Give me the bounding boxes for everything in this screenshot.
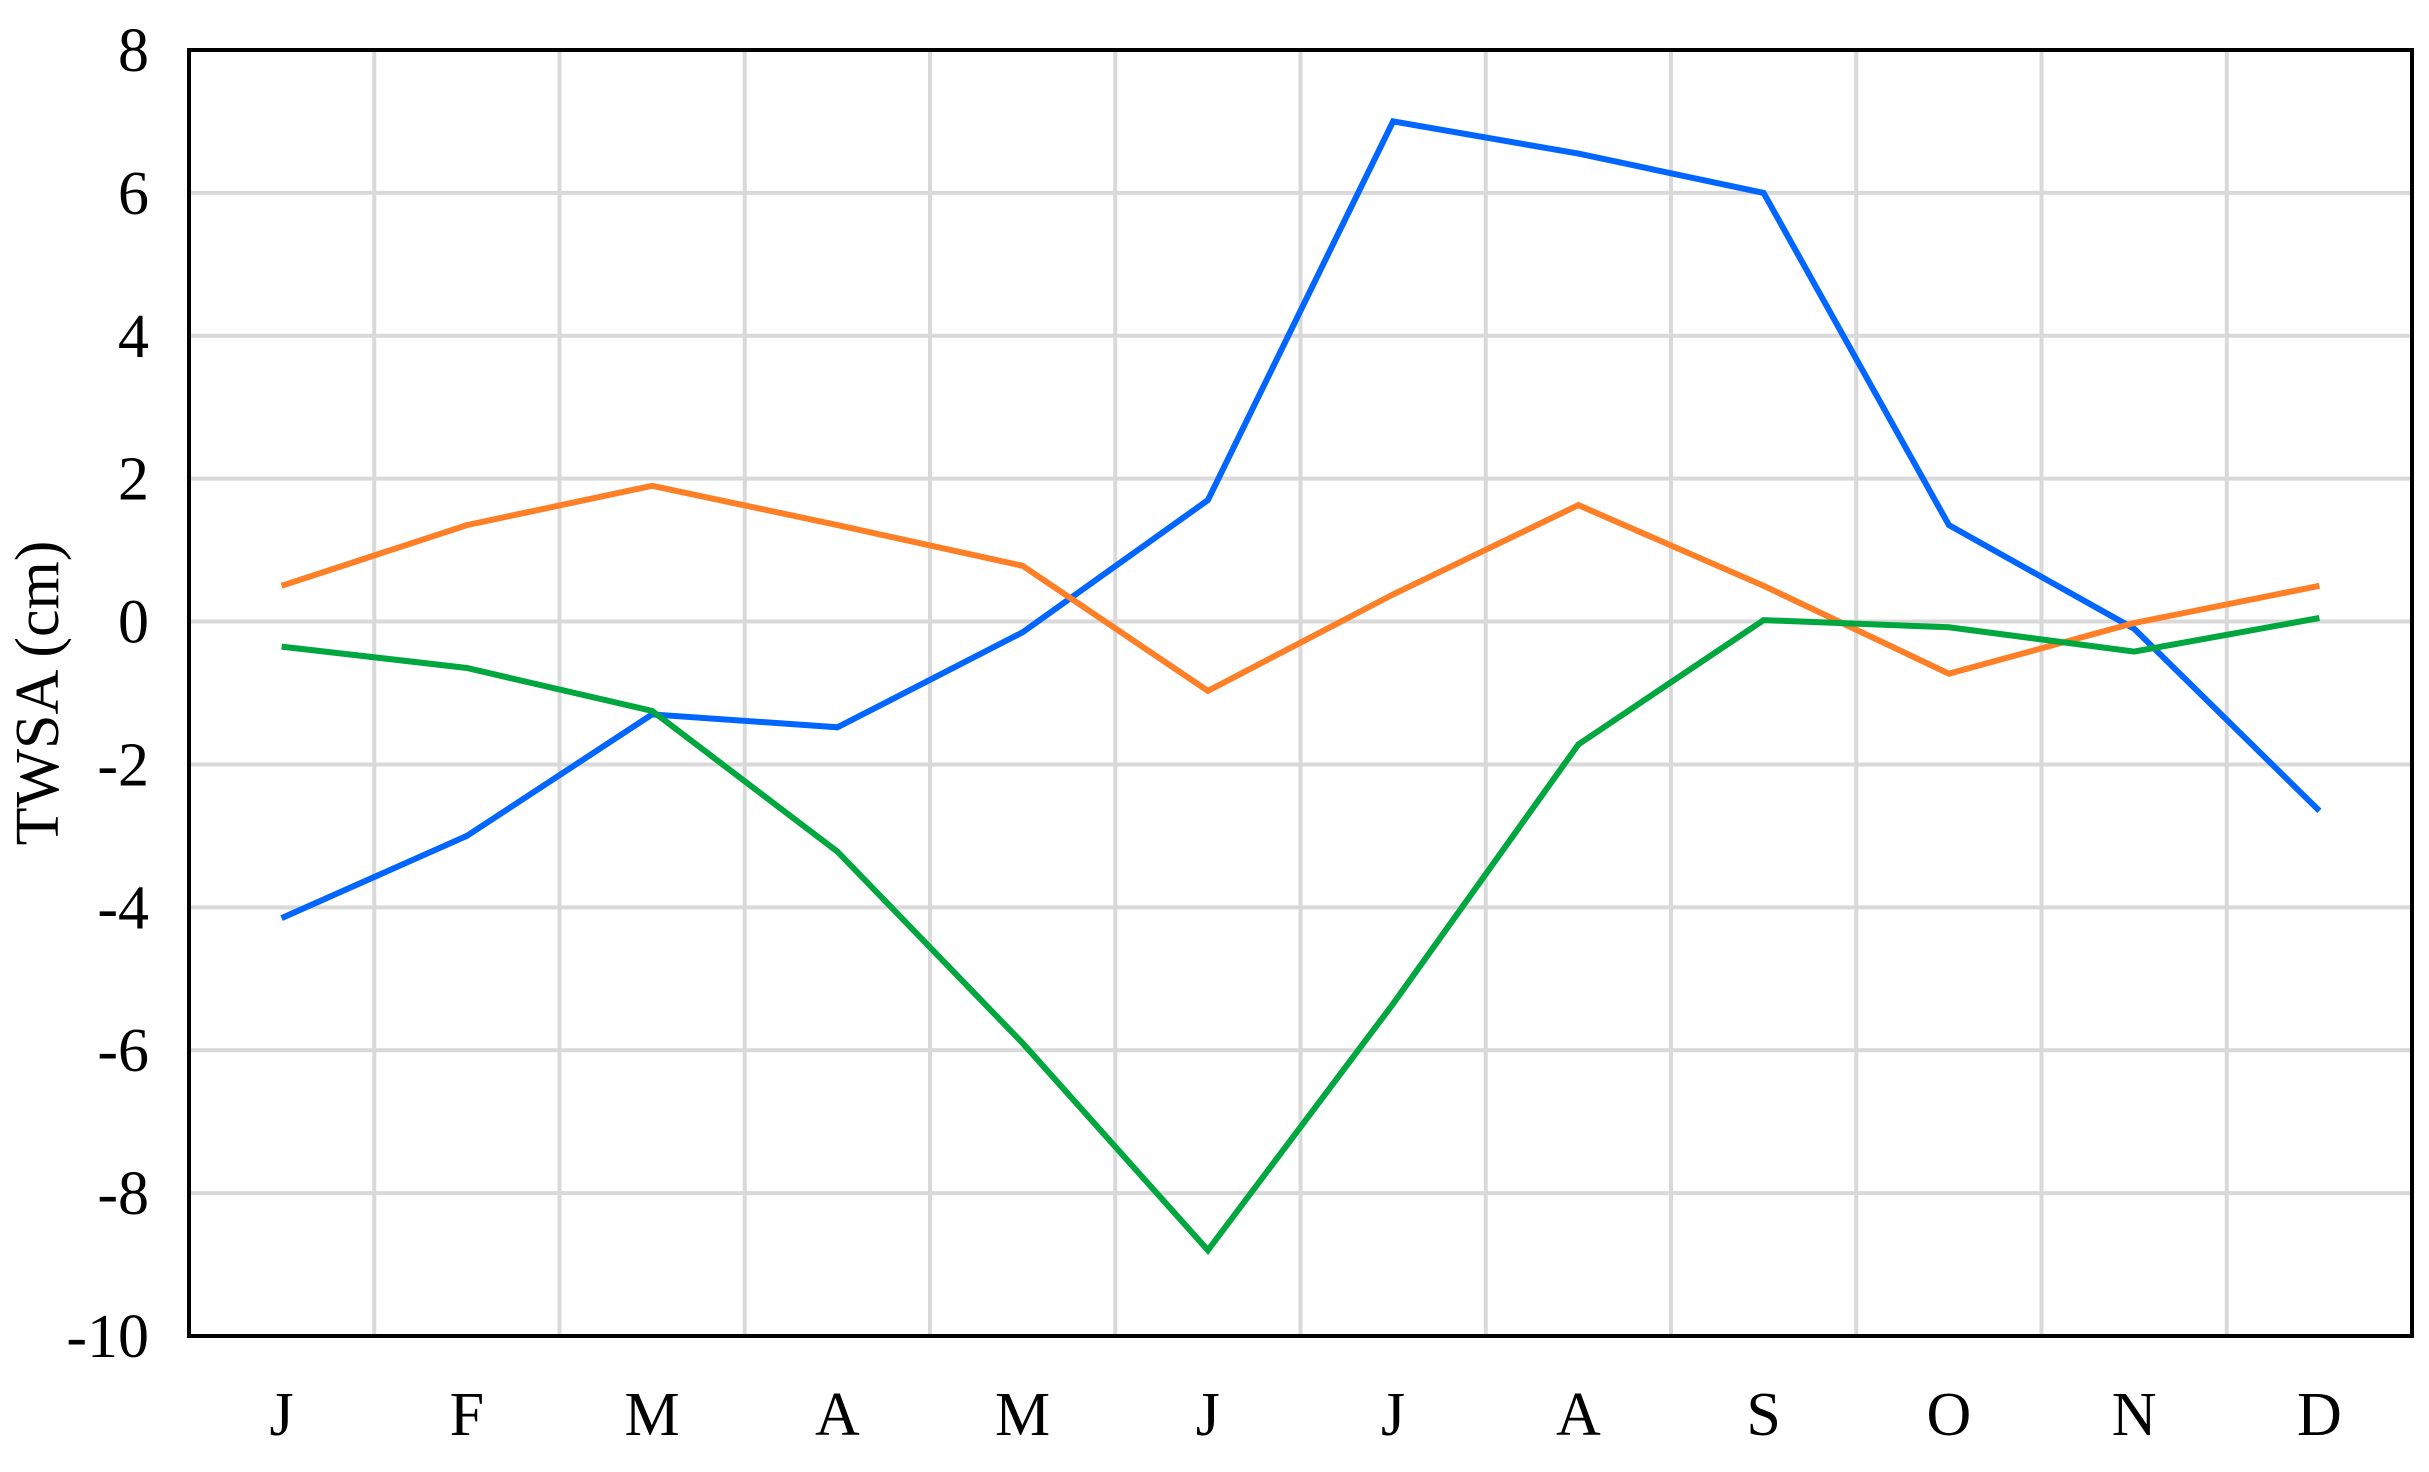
y-tick-label: -6 xyxy=(97,1017,149,1085)
x-tick-label: J xyxy=(1381,1381,1405,1449)
x-tick-label: J xyxy=(270,1381,294,1449)
y-tick-label: 6 xyxy=(118,160,149,228)
plot-frame xyxy=(187,48,2414,1338)
series-line-1 xyxy=(280,118,2322,921)
series-line-3 xyxy=(281,615,2320,1256)
x-tick-label: O xyxy=(1926,1381,1971,1449)
y-tick-label: 0 xyxy=(118,589,149,657)
y-tick-label: -4 xyxy=(97,874,149,942)
y-axis-ticks: 8 6 4 2 0 -2 -4 -6 -8 -10 xyxy=(66,17,149,1371)
x-tick-label: M xyxy=(625,1381,680,1449)
x-tick-label: M xyxy=(995,1381,1050,1449)
y-tick-label: 8 xyxy=(118,17,149,85)
x-tick-label: N xyxy=(2112,1381,2157,1449)
x-tick-label: S xyxy=(1746,1381,1780,1449)
y-tick-label: -2 xyxy=(97,731,149,799)
series-lines xyxy=(280,118,2322,1256)
x-tick-label: J xyxy=(1196,1381,1220,1449)
y-tick-label: -10 xyxy=(66,1303,149,1371)
grid xyxy=(189,50,2412,1336)
y-tick-label: 2 xyxy=(118,446,149,514)
x-tick-label: D xyxy=(2297,1381,2342,1449)
y-tick-label: -8 xyxy=(97,1160,149,1228)
y-axis-title: TWSA (cm) xyxy=(4,541,72,846)
y-tick-label: 4 xyxy=(118,303,149,371)
series-line-2 xyxy=(280,482,2320,695)
x-tick-label: F xyxy=(450,1381,484,1449)
x-tick-label: A xyxy=(1556,1381,1601,1449)
x-tick-label: A xyxy=(815,1381,860,1449)
